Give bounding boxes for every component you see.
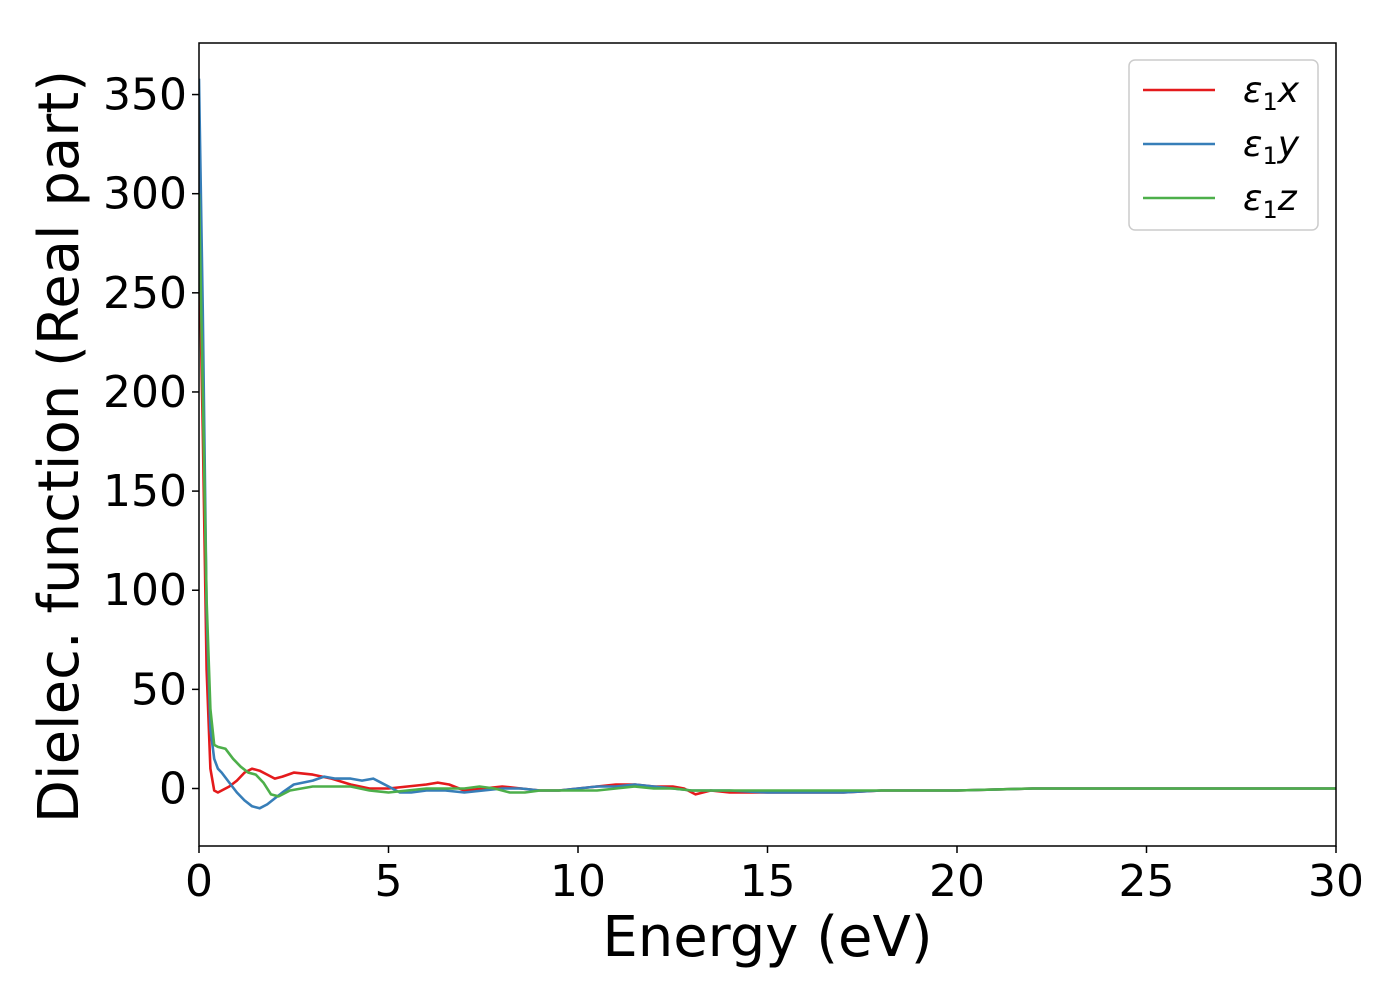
x-tick-label: 20	[929, 856, 985, 907]
y-tick-label: 300	[103, 169, 187, 220]
x-tick-label: 10	[550, 856, 606, 907]
y-tick-label: 50	[131, 664, 187, 715]
legend-label-y: ε1y	[1243, 124, 1300, 170]
legend: ε1x ε1y ε1z	[1128, 59, 1319, 231]
y-axis-title: Dielec. function (Real part)	[27, 70, 92, 823]
x-tick-label: 5	[375, 856, 403, 907]
legend-label-z: ε1z	[1243, 178, 1298, 224]
y-tick-label: 100	[103, 565, 187, 616]
x-tick-label: 30	[1308, 856, 1364, 907]
x-axis-title: Energy (eV)	[602, 905, 932, 970]
y-tick-label: 200	[103, 367, 187, 418]
legend-box	[1128, 59, 1319, 231]
y-tick-label: 250	[103, 268, 187, 319]
y-tick-label: 150	[103, 466, 187, 517]
y-tick-label: 0	[159, 764, 187, 815]
x-tick-label: 25	[1119, 856, 1175, 907]
y-tick-label: 350	[103, 70, 187, 121]
x-tick-label: 15	[740, 856, 796, 907]
series-layer	[199, 78, 1336, 810]
series-line-x	[199, 233, 1336, 796]
legend-label-x: ε1x	[1243, 70, 1300, 116]
series-line-y	[199, 78, 1336, 810]
x-tick-label: 0	[185, 856, 213, 907]
series-line-z	[199, 193, 1336, 798]
